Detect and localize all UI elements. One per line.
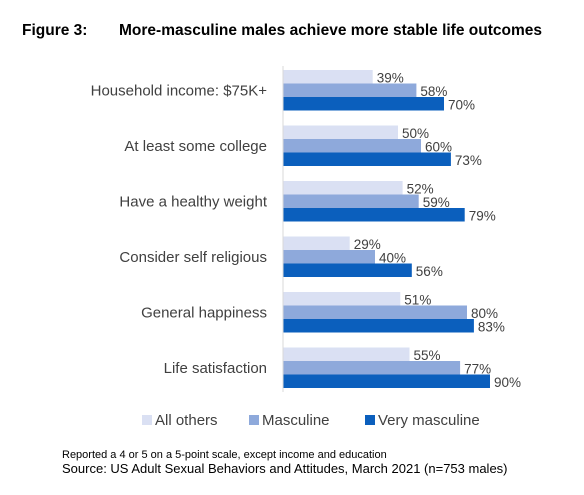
bar <box>283 208 465 222</box>
bar <box>283 319 474 333</box>
footnote: Reported a 4 or 5 on a 5-point scale, ex… <box>62 449 387 461</box>
data-label: 60% <box>425 140 452 155</box>
legend-swatch <box>142 415 152 425</box>
data-label: 90% <box>494 375 521 390</box>
data-label: 39% <box>377 71 404 86</box>
data-label: 73% <box>455 153 482 168</box>
data-label: 56% <box>416 264 443 279</box>
data-label: 51% <box>404 293 431 308</box>
category-label: Life satisfaction <box>164 360 267 377</box>
legend-label: All others <box>155 412 218 429</box>
bar <box>283 250 375 264</box>
data-label: 50% <box>402 126 429 141</box>
bar <box>283 152 451 166</box>
legend-swatch <box>249 415 259 425</box>
bar <box>283 125 398 139</box>
bar-chart: Household income: $75K+ 39% 58%70% At least… <box>91 66 521 429</box>
source-note: Source: US Adult Sexual Behaviors and At… <box>62 461 508 476</box>
data-label: 79% <box>469 209 496 224</box>
bar <box>283 263 412 277</box>
data-label: 29% <box>354 237 381 252</box>
bar <box>283 97 444 111</box>
category-label: At least some college <box>124 138 267 155</box>
category-label: Consider self religious <box>119 249 267 266</box>
figure-header: Figure 3: More-masculine males achieve mo… <box>22 22 542 40</box>
bar <box>283 194 419 208</box>
bar <box>283 181 403 195</box>
bar <box>283 305 467 319</box>
bar <box>283 361 461 375</box>
bar <box>283 83 417 97</box>
data-label: 55% <box>414 348 441 363</box>
legend-label: Very masculine <box>378 412 480 429</box>
data-label: 52% <box>407 182 434 197</box>
figure-number: Figure 3: <box>22 22 88 39</box>
data-label: 77% <box>464 362 491 377</box>
category-label: Have a healthy weight <box>119 193 267 210</box>
data-label: 58% <box>420 84 447 99</box>
category-label: General happiness <box>141 304 267 321</box>
category-label: Household income: $75K+ <box>91 82 268 99</box>
bar <box>283 347 410 361</box>
figure-title: More-masculine males achieve more stable… <box>119 22 542 39</box>
legend-swatch <box>365 415 375 425</box>
data-label: 80% <box>471 306 498 321</box>
data-label: 70% <box>448 98 475 113</box>
bar <box>283 374 490 388</box>
bar <box>283 236 350 250</box>
data-label: 83% <box>478 320 505 335</box>
data-label: 40% <box>379 251 406 266</box>
bar <box>283 292 401 306</box>
bar <box>283 139 421 153</box>
bar <box>283 70 373 84</box>
legend-label: Masculine <box>262 412 330 429</box>
data-label: 59% <box>423 195 450 210</box>
